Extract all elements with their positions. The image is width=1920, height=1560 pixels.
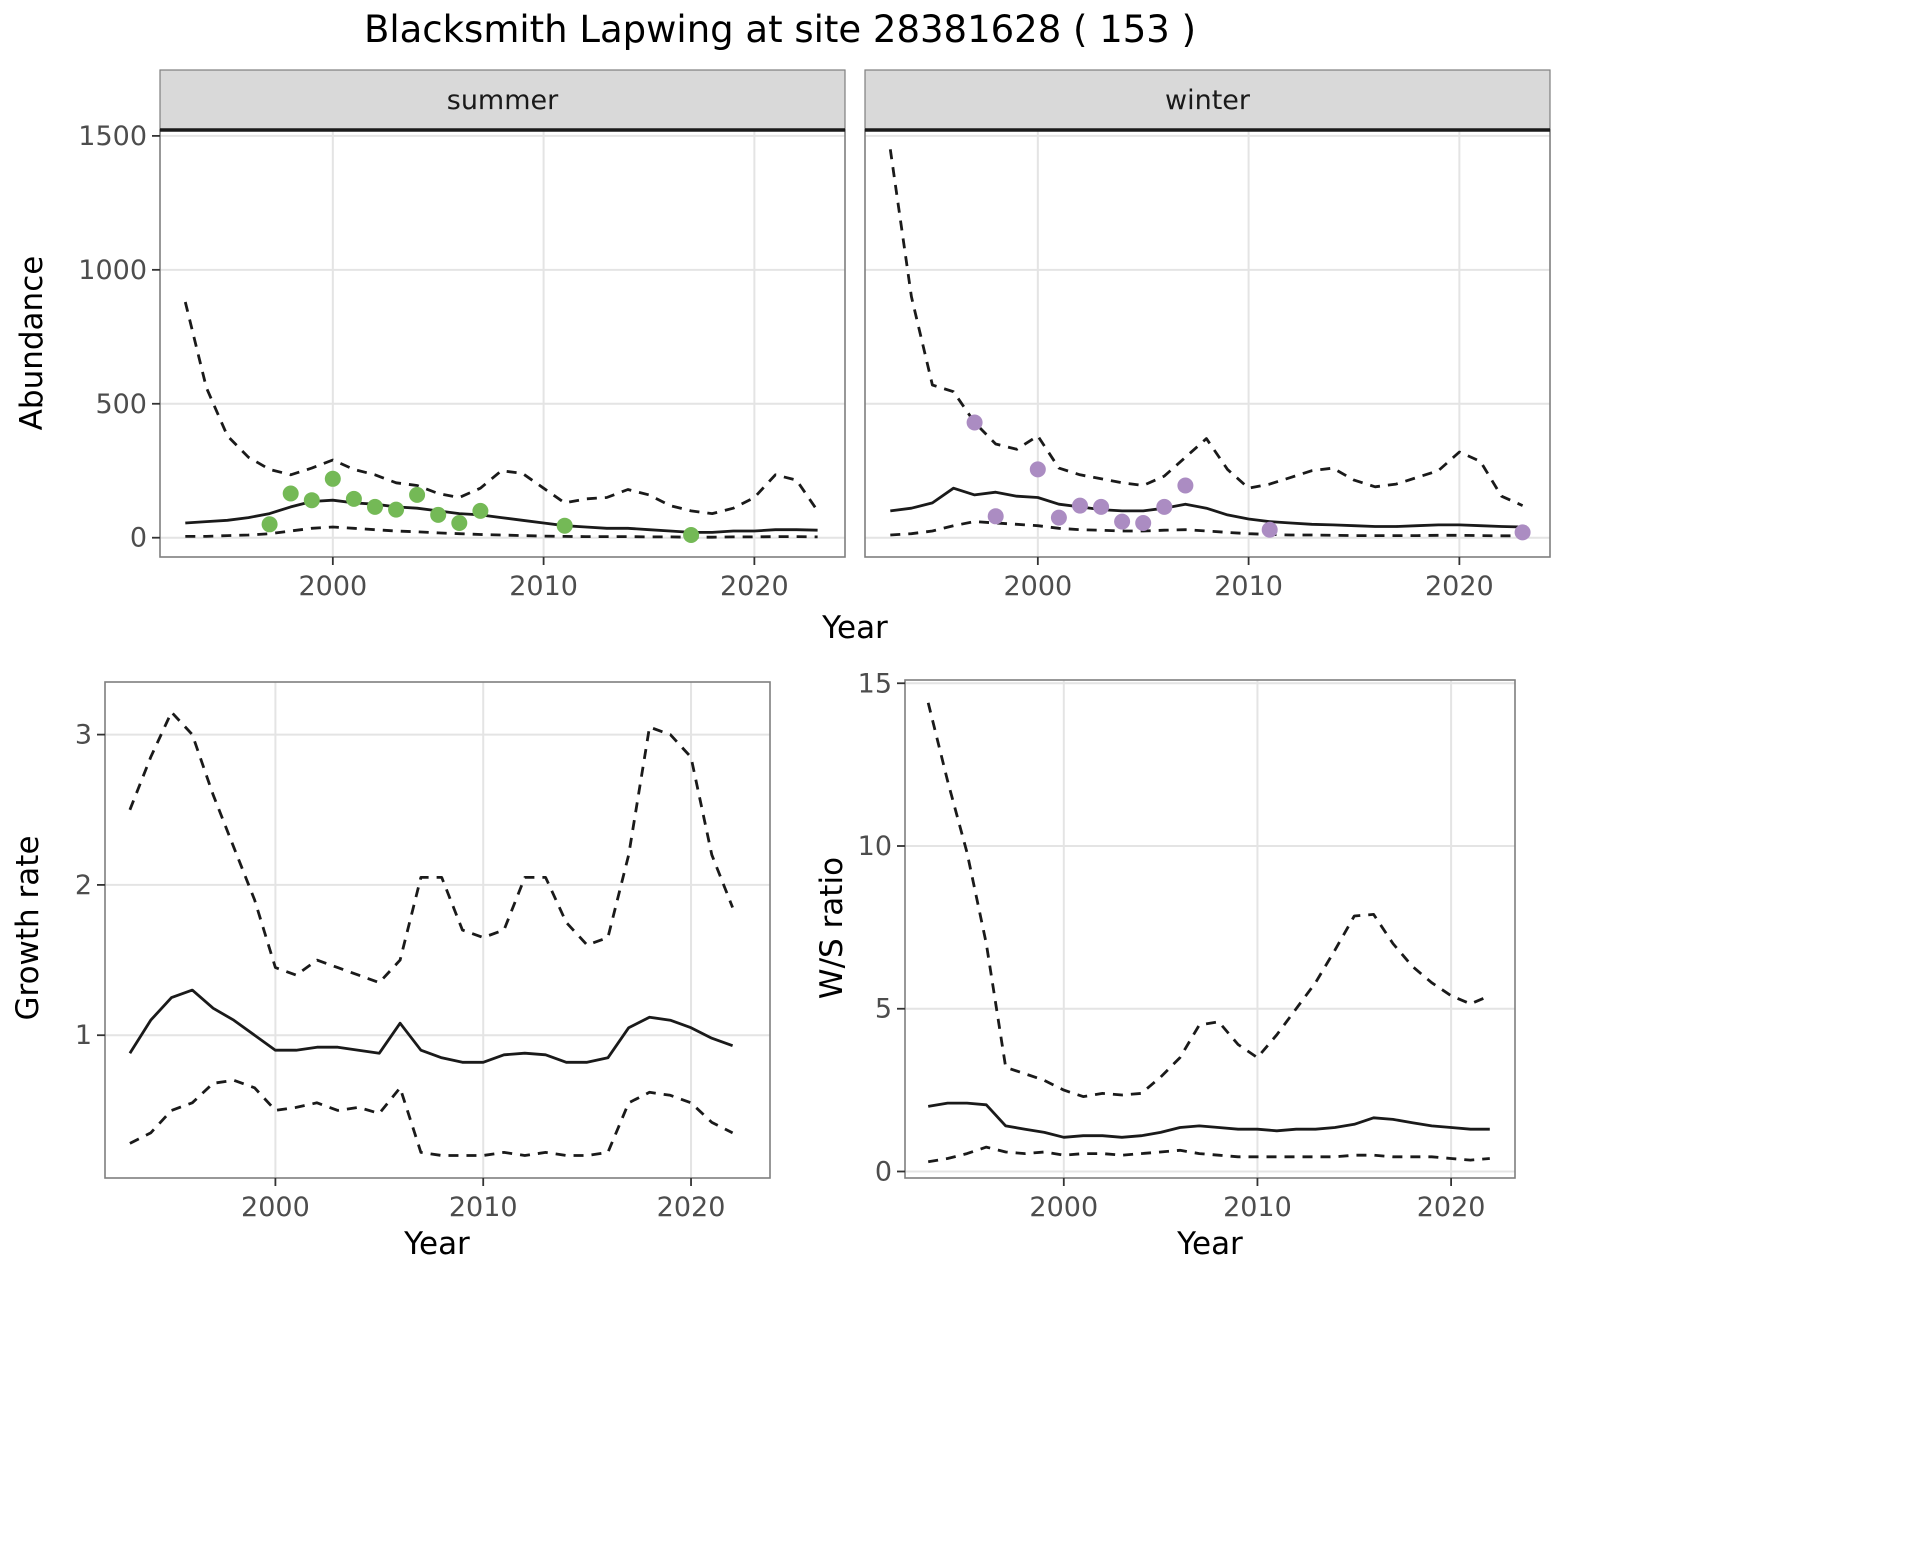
abundance-winter-observation-point — [1072, 497, 1088, 514]
growth-rate-axis-label: Growth rate — [10, 835, 46, 1021]
abundance-summer-mean-line — [185, 498, 818, 534]
abundance-winter-x-tick-label: 2020 — [1425, 571, 1494, 602]
abundance-summer-observation-point — [282, 485, 299, 502]
abundance-summer-observation-point — [303, 492, 320, 509]
abundance-winter-x-tick-label: 2000 — [1003, 571, 1072, 602]
year-axis-label-bottom-left: Year — [404, 1226, 470, 1262]
growth-rate-x-tick-label: 2010 — [449, 1192, 518, 1223]
ws-ratio-panel-border — [904, 679, 1516, 1179]
abundance-winter-observation-point — [1261, 521, 1278, 538]
abundance-summer-observation-point — [472, 502, 489, 519]
abundance-winter-observation-point — [1093, 498, 1110, 515]
growth-rate-panel-border — [104, 681, 771, 1179]
abundance-summer-facet-strip — [159, 69, 846, 131]
growth-rate-mean-line — [128, 988, 734, 1064]
abundance-summer-y-tick-label: 0 — [130, 523, 147, 554]
abundance-summer-y-tick-label: 1500 — [78, 121, 147, 152]
abundance-winter-observation-point — [1177, 477, 1194, 494]
ws-ratio-lower-ci-line — [927, 1145, 1490, 1164]
abundance-winter-facet-strip-label: winter — [1165, 85, 1251, 116]
abundance-summer-x-tick-label: 2000 — [298, 571, 367, 602]
abundance-summer-observation-point — [409, 486, 426, 503]
ws-ratio-upper-ci-line — [926, 702, 1491, 1098]
ws-ratio-panel-background — [905, 680, 1515, 1178]
ws-ratio-x-tick-label: 2020 — [1417, 1192, 1486, 1223]
abundance-summer-panel-background — [160, 130, 845, 557]
abundance-winter-observation-point — [1514, 524, 1531, 541]
growth-rate-x-tick-label: 2020 — [657, 1192, 726, 1223]
abundance-winter-upper-ci-line — [888, 149, 1524, 507]
abundance-winter-observation-point — [987, 508, 1004, 525]
chart-title: Blacksmith Lapwing at site 28381628 ( 15… — [363, 8, 1197, 51]
growth-rate-panel-background — [105, 682, 770, 1178]
abundance-summer-observation-point — [388, 501, 405, 518]
abundance-winter-observation-point — [966, 414, 983, 431]
abundance-summer-observation-point — [556, 517, 573, 534]
year-axis-label-top: Year — [822, 610, 888, 646]
abundance-summer-y-tick-label: 500 — [95, 389, 147, 420]
abundance-winter-panel-background — [865, 130, 1550, 557]
abundance-summer-observation-point — [367, 498, 383, 515]
abundance-winter-observation-point — [1114, 513, 1131, 530]
abundance-winter-facet-strip — [864, 69, 1551, 131]
growth-rate-y-tick-label: 2 — [75, 870, 92, 901]
abundance-summer-y-tick-label: 1000 — [78, 255, 147, 286]
abundance-winter-observation-point — [1135, 515, 1152, 531]
ws-ratio-y-tick-label: 5 — [875, 994, 892, 1025]
ws-ratio-x-tick-label: 2010 — [1223, 1192, 1292, 1223]
abundance-winter-mean-line — [890, 486, 1523, 529]
abundance-summer-x-tick-label: 2020 — [720, 571, 789, 602]
abundance-axis-label: Abundance — [14, 255, 50, 431]
ws-ratio-y-tick-label: 10 — [858, 831, 892, 862]
abundance-summer-observation-point — [261, 516, 278, 533]
abundance-summer-lower-ci-line — [185, 525, 818, 539]
abundance-summer-observation-point — [683, 527, 700, 543]
abundance-summer-observation-point — [324, 470, 341, 487]
abundance-summer-x-tick-label: 2010 — [509, 571, 578, 602]
ws-ratio-y-tick-label: 15 — [858, 668, 892, 699]
abundance-summer-upper-ci-line — [183, 301, 819, 515]
growth-rate-y-tick-label: 3 — [75, 720, 92, 751]
abundance-summer-observation-point — [451, 515, 468, 531]
growth-rate-lower-ci-line — [129, 1078, 734, 1157]
ws-ratio-x-tick-label: 2000 — [1029, 1192, 1098, 1223]
abundance-winter-observation-point — [1156, 498, 1173, 515]
abundance-summer-observation-point — [345, 490, 362, 507]
abundance-winter-lower-ci-line — [890, 520, 1523, 538]
abundance-winter-observation-point — [1029, 461, 1046, 478]
growth-rate-x-tick-label: 2000 — [241, 1192, 310, 1223]
ws-ratio-axis-label: W/S ratio — [814, 856, 850, 1000]
abundance-summer-facet-strip-label: summer — [447, 85, 559, 116]
abundance-winter-x-tick-label: 2010 — [1214, 571, 1283, 602]
ws-ratio-mean-line — [927, 1101, 1490, 1139]
year-axis-label-bottom-right: Year — [1177, 1226, 1243, 1262]
abundance-summer-observation-point — [430, 506, 447, 523]
growth-rate-y-tick-label: 1 — [75, 1020, 92, 1051]
abundance-winter-observation-point — [1050, 509, 1067, 526]
ws-ratio-y-tick-label: 0 — [875, 1156, 892, 1187]
